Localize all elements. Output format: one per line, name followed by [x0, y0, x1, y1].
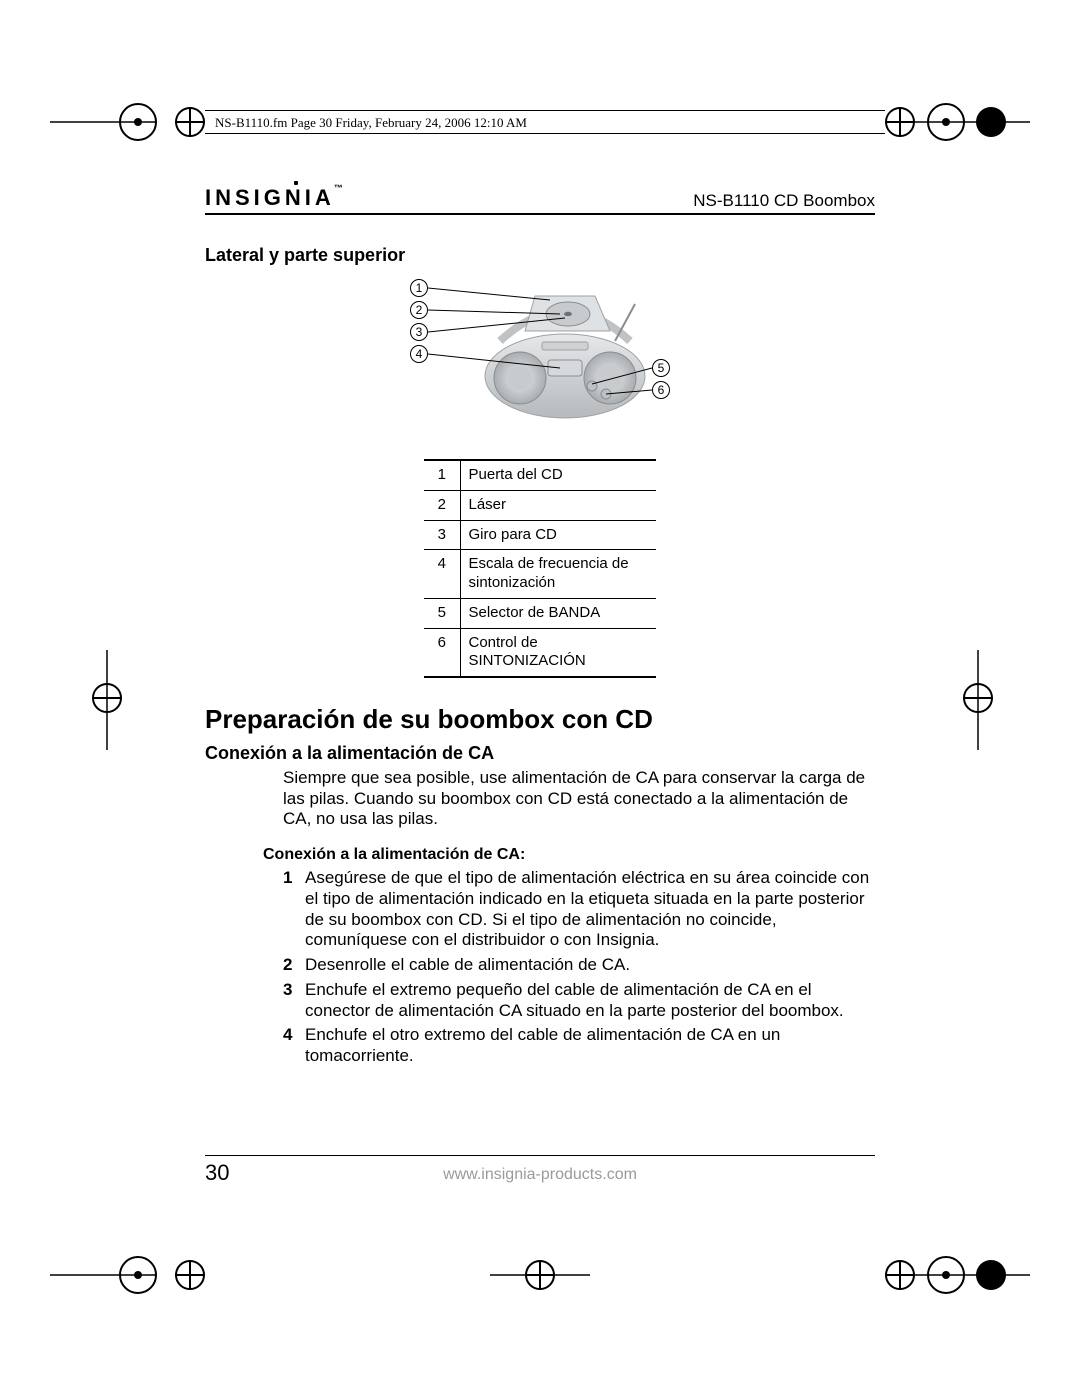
- intro-paragraph: Siempre que sea posible, use alimentació…: [283, 768, 875, 830]
- page-content-frame: INSIGNIA ™ NS-B1110 CD Boombox Lateral y…: [205, 185, 875, 1071]
- part-label: Giro para CD: [460, 520, 656, 550]
- part-label: Selector de BANDA: [460, 598, 656, 628]
- subheading-conexion: Conexión a la alimentación de CA: [205, 743, 875, 764]
- step-text: Asegúrese de que el tipo de alimentación…: [305, 868, 875, 951]
- table-row: 3Giro para CD: [424, 520, 656, 550]
- page-header: INSIGNIA ™ NS-B1110 CD Boombox: [205, 185, 875, 215]
- step-number: 4: [283, 1025, 305, 1066]
- steps-list: 1Asegúrese de que el tipo de alimentació…: [283, 868, 875, 1067]
- part-number: 2: [424, 490, 460, 520]
- part-number: 3: [424, 520, 460, 550]
- part-label: Puerta del CD: [460, 460, 656, 490]
- trademark-icon: ™: [334, 183, 343, 193]
- callout-lines: [410, 276, 670, 441]
- meta-header-text: NS-B1110.fm Page 30 Friday, February 24,…: [215, 115, 527, 131]
- step-text: Enchufe el extremo pequeño del cable de …: [305, 980, 875, 1021]
- part-label: Control de SINTONIZACIÓN: [460, 628, 656, 677]
- brand-logo: INSIGNIA ™: [205, 185, 335, 211]
- brand-logo-text: INSIGNIA: [205, 185, 335, 210]
- table-row: 6Control de SINTONIZACIÓN: [424, 628, 656, 677]
- logo-dot-icon: [294, 181, 298, 185]
- part-label: Láser: [460, 490, 656, 520]
- footer-url: www.insignia-products.com: [205, 1162, 875, 1184]
- parts-table: 1Puerta del CD2Láser3Giro para CD4Escala…: [424, 459, 656, 678]
- part-number: 1: [424, 460, 460, 490]
- list-item: 3Enchufe el extremo pequeño del cable de…: [283, 980, 875, 1021]
- list-item: 4Enchufe el otro extremo del cable de al…: [283, 1025, 875, 1066]
- step-number: 1: [283, 868, 305, 951]
- page-footer: 30 www.insignia-products.com: [205, 1155, 875, 1184]
- table-row: 2Láser: [424, 490, 656, 520]
- part-number: 5: [424, 598, 460, 628]
- step-text: Desenrolle el cable de alimentación de C…: [305, 955, 630, 976]
- step-number: 2: [283, 955, 305, 976]
- part-label: Escala de frecuencia de sintonización: [460, 550, 656, 599]
- section-heading-lateral: Lateral y parte superior: [205, 245, 875, 266]
- table-row: 4Escala de frecuencia de sintonización: [424, 550, 656, 599]
- product-name: NS-B1110 CD Boombox: [693, 191, 875, 211]
- heading-preparacion: Preparación de su boombox con CD: [205, 704, 875, 735]
- part-number: 4: [424, 550, 460, 599]
- table-row: 5Selector de BANDA: [424, 598, 656, 628]
- step-number: 3: [283, 980, 305, 1021]
- list-item: 2Desenrolle el cable de alimentación de …: [283, 955, 875, 976]
- list-item: 1Asegúrese de que el tipo de alimentació…: [283, 868, 875, 951]
- step-text: Enchufe el otro extremo del cable de ali…: [305, 1025, 875, 1066]
- page-number: 30: [205, 1160, 229, 1186]
- table-row: 1Puerta del CD: [424, 460, 656, 490]
- part-number: 6: [424, 628, 460, 677]
- boombox-diagram: 1 2 3 4 5 6: [410, 276, 670, 441]
- steps-heading: Conexión a la alimentación de CA:: [263, 846, 875, 864]
